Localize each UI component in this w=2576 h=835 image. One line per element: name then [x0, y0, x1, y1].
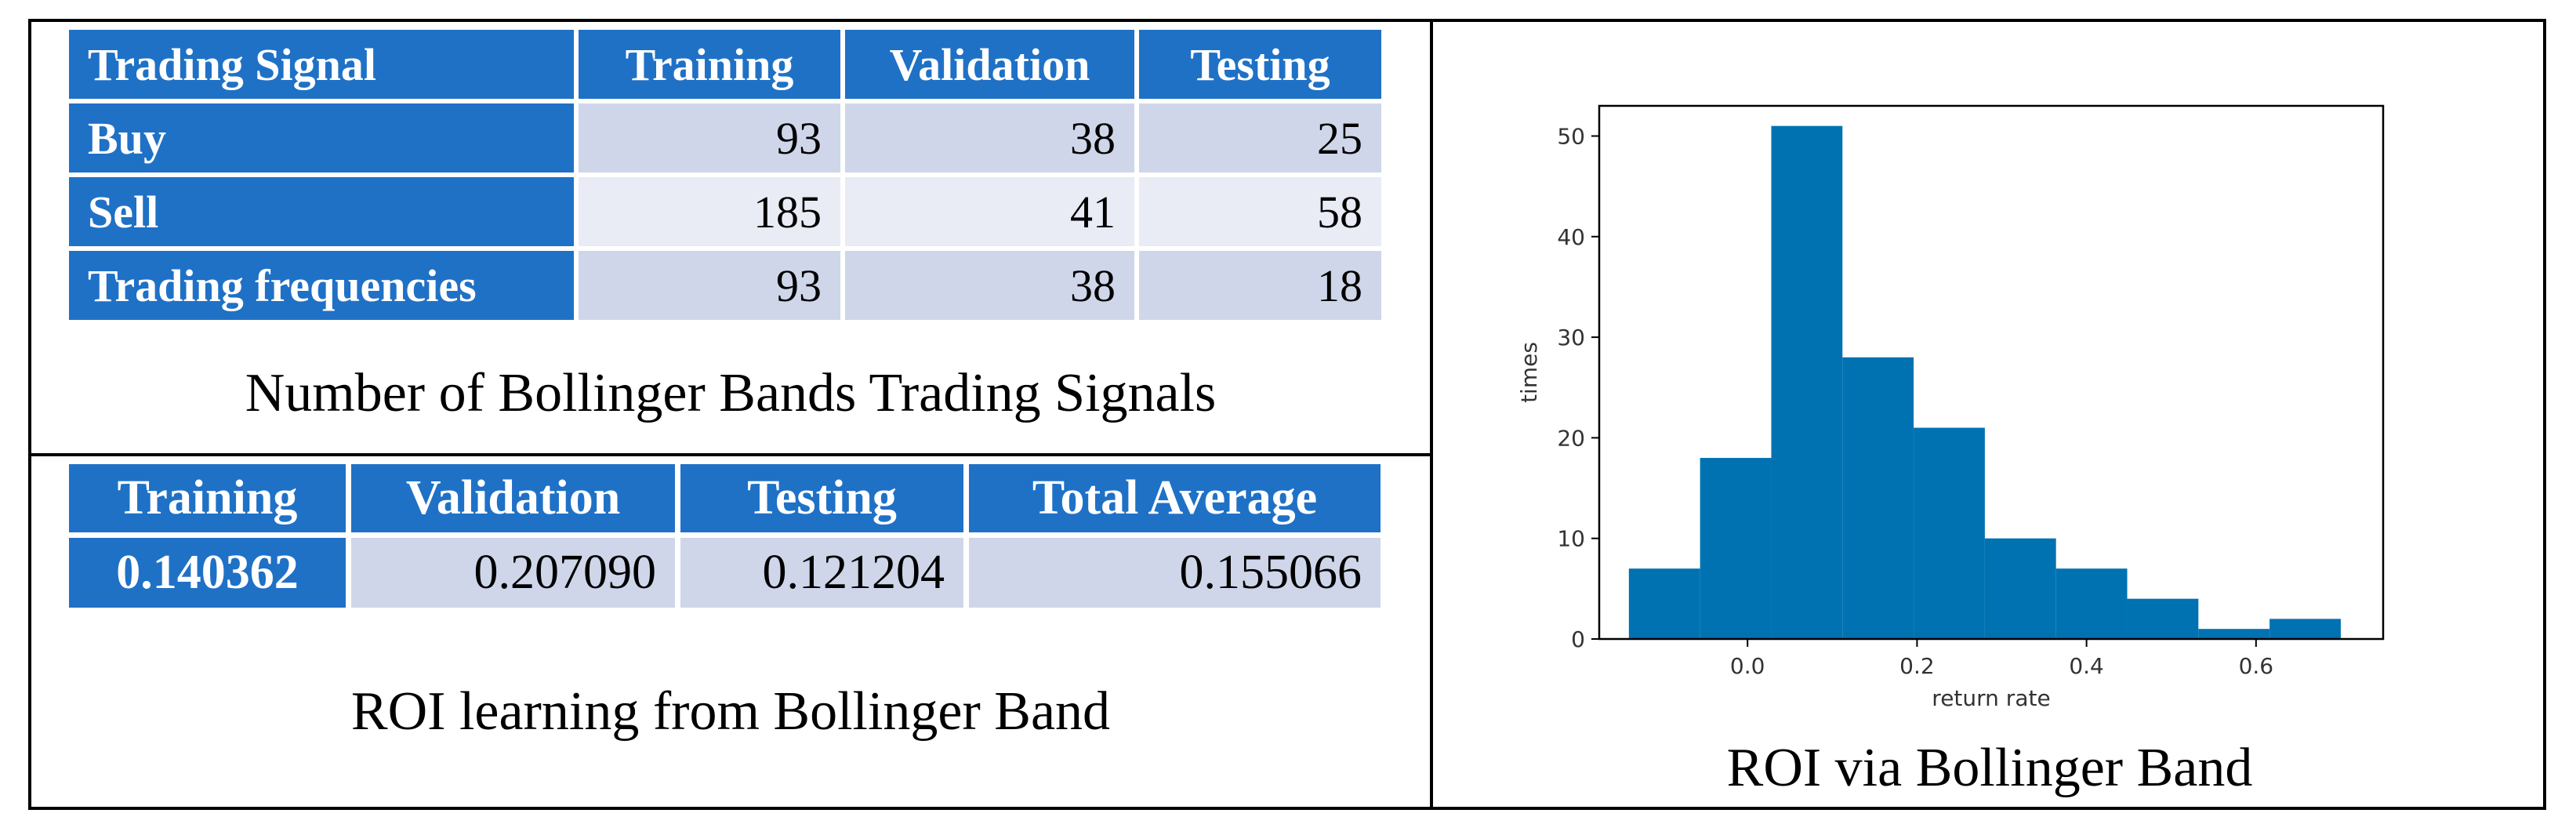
header-training: Training [579, 30, 845, 103]
header-testing: Testing [1139, 30, 1386, 103]
histogram-bar [1628, 568, 1700, 639]
signals-table-caption: Number of Bollinger Bands Trading Signal… [245, 363, 1217, 423]
y-tick-label: 10 [1557, 526, 1585, 552]
cell-training: 0.140362 [69, 538, 351, 613]
x-tick-label: 0.6 [2239, 653, 2274, 679]
histogram-bar [2055, 568, 2128, 639]
histogram-bar [1700, 458, 1772, 639]
header-validation: Validation [351, 464, 680, 538]
y-tick-label: 50 [1557, 123, 1585, 149]
x-axis-ticks: 0.0 0.2 0.4 0.6 [1730, 639, 2273, 679]
header-testing: Testing [680, 464, 969, 538]
histogram-bar [1842, 357, 1914, 639]
histogram-bar [1984, 538, 2056, 639]
cell-validation: 38 [845, 103, 1139, 177]
histogram-bar [2127, 598, 2199, 639]
cell-validation: 41 [845, 177, 1139, 251]
x-axis-label: return rate [1932, 685, 2050, 711]
cell-training: 185 [579, 177, 845, 251]
x-tick-label: 0.2 [1899, 653, 1935, 679]
header-validation: Validation [845, 30, 1139, 103]
cell-testing: 0.121204 [680, 538, 969, 613]
roi-table: Training Validation Testing Total Averag… [69, 464, 1386, 613]
roi-table-caption: ROI learning from Bollinger Band [350, 681, 1111, 742]
x-tick-label: 0.4 [2069, 653, 2104, 679]
header-total-average: Total Average [969, 464, 1386, 538]
x-tick-label: 0.0 [1730, 653, 1765, 679]
row-label: Sell [69, 177, 579, 251]
histogram-bar [2269, 619, 2341, 639]
y-axis-label: times [1516, 342, 1542, 403]
cell-validation: 38 [845, 251, 1139, 325]
cell-training: 93 [579, 251, 845, 325]
table-row: Trading frequencies 93 38 18 [69, 251, 1386, 325]
plot-frame [1598, 104, 2385, 641]
histogram-bar [1914, 427, 1985, 639]
cell-testing: 25 [1139, 103, 1386, 177]
vertical-divider [1430, 19, 1433, 810]
y-tick-label: 20 [1557, 425, 1585, 451]
y-axis-ticks: 0 10 20 30 40 50 [1557, 123, 1599, 652]
histogram-caption: ROI via Bollinger Band [1726, 738, 2253, 798]
table-header-row: Training Validation Testing Total Averag… [69, 464, 1386, 538]
roi-histogram: 0.0 0.2 0.4 0.6 0 10 20 30 40 50 return rate tim… [1516, 104, 2385, 711]
horizontal-divider [28, 453, 1433, 456]
cell-testing: 58 [1139, 177, 1386, 251]
cell-validation: 0.207090 [351, 538, 680, 613]
figure-frame [28, 19, 2546, 810]
y-tick-label: 0 [1571, 626, 1585, 652]
row-label: Buy [69, 103, 579, 177]
table-row: 0.140362 0.207090 0.121204 0.155066 [69, 538, 1386, 613]
table-header-row: Trading Signal Training Validation Testi… [69, 30, 1386, 103]
table-row: Buy 93 38 25 [69, 103, 1386, 177]
trading-signals-table: Trading Signal Training Validation Testi… [69, 30, 1386, 325]
table-row: Sell 185 41 58 [69, 177, 1386, 251]
cell-testing: 18 [1139, 251, 1386, 325]
y-tick-label: 30 [1557, 325, 1585, 350]
row-label: Trading frequencies [69, 251, 579, 325]
header-trading-signal: Trading Signal [69, 30, 579, 103]
cell-training: 93 [579, 103, 845, 177]
header-training: Training [69, 464, 351, 538]
histogram-bar [2198, 629, 2270, 639]
cell-total-average: 0.155066 [969, 538, 1386, 613]
histogram-bars [1628, 125, 2341, 639]
y-tick-label: 40 [1557, 224, 1585, 250]
histogram-bar [1771, 125, 1843, 639]
